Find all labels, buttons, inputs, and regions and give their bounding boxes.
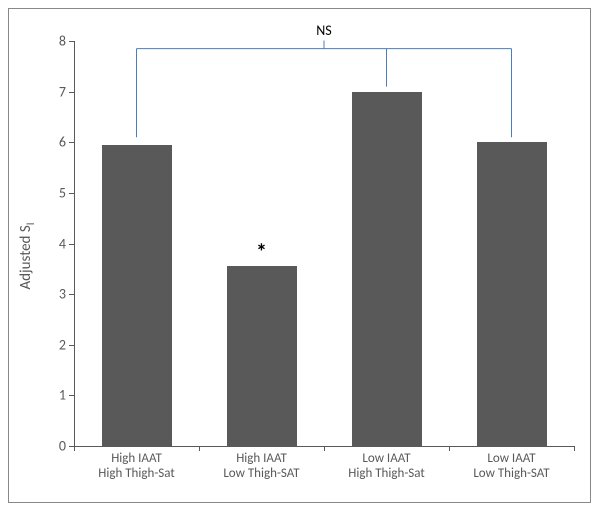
y-tick-label: 7 bbox=[59, 83, 66, 100]
y-tick-label: 4 bbox=[59, 235, 66, 252]
ns-label: NS bbox=[316, 22, 331, 39]
y-tick-label: 6 bbox=[59, 134, 66, 151]
chart-frame: Adjusted SI 012345678High IAATHigh Thigh… bbox=[8, 8, 591, 503]
y-axis-label: Adjusted SI bbox=[17, 222, 37, 289]
y-tick-label: 8 bbox=[59, 33, 66, 50]
y-tick-label: 0 bbox=[59, 438, 66, 455]
plot-area: 012345678High IAATHigh Thigh-SatHigh IAA… bbox=[74, 41, 574, 446]
y-tick-label: 5 bbox=[59, 184, 66, 201]
x-tick bbox=[574, 446, 575, 451]
y-tick-label: 3 bbox=[59, 286, 66, 303]
significance-brackets bbox=[74, 41, 574, 466]
y-tick-label: 2 bbox=[59, 336, 66, 353]
y-tick-label: 1 bbox=[59, 387, 66, 404]
